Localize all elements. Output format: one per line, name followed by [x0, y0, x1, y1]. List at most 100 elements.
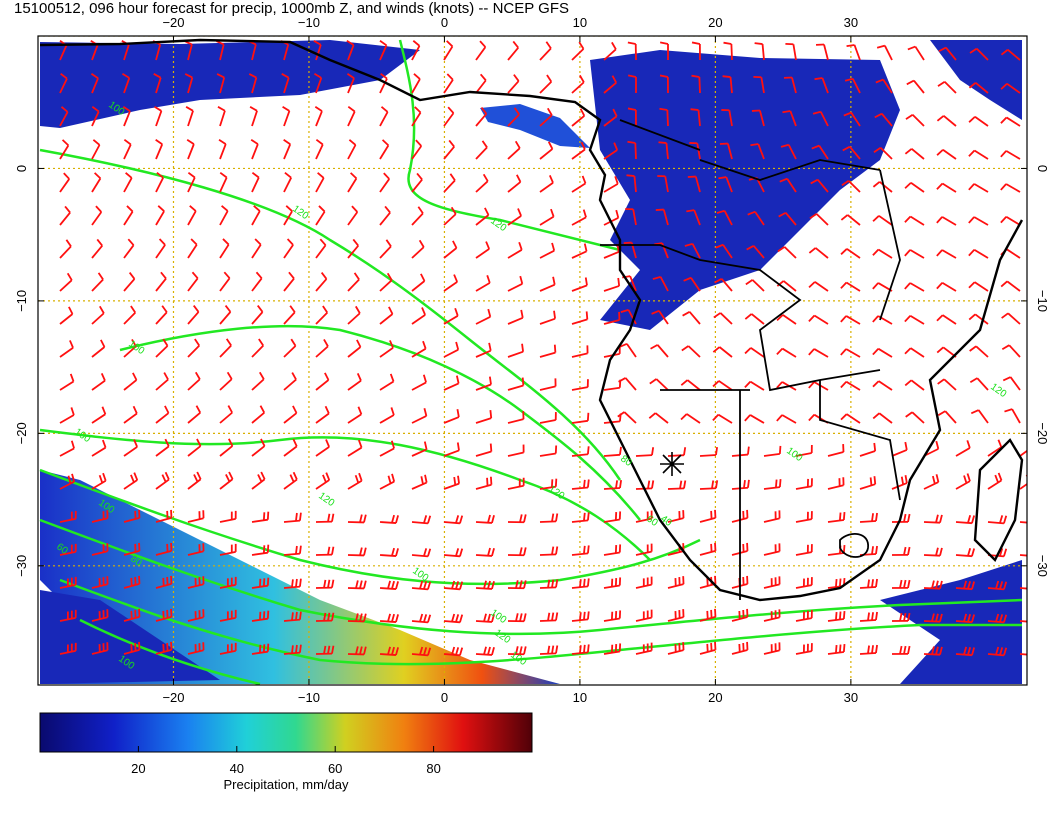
wind-barb [810, 178, 829, 193]
wind-barb [283, 172, 292, 193]
wind-barb [763, 642, 781, 655]
wind-barb [936, 216, 957, 226]
wind-barb [283, 644, 302, 655]
wind-barb [347, 105, 356, 127]
wind-barb [571, 379, 589, 391]
wind-barb [379, 514, 399, 524]
wind-barb [686, 209, 701, 226]
wind-barb [968, 149, 989, 160]
wind-barb [744, 313, 765, 325]
wind-barb [507, 514, 527, 524]
wind-barb [1001, 344, 1021, 358]
wind-barb [123, 205, 134, 226]
lat-tick-label-left: −30 [14, 555, 29, 577]
wind-barb [539, 546, 559, 556]
wind-barb [411, 408, 428, 424]
wind-barb [123, 472, 139, 490]
wind-barb [539, 74, 553, 94]
wind-barb [283, 578, 302, 589]
wind-barb [251, 338, 265, 358]
wind-barb [750, 143, 765, 160]
wind-barb [1000, 183, 1021, 193]
wind-barb [379, 373, 395, 391]
wind-barb [904, 379, 925, 391]
wind-barb [313, 40, 322, 61]
wind-barb [443, 475, 460, 490]
wind-barb [859, 611, 878, 622]
wind-barb [313, 73, 323, 94]
wind-barb [315, 645, 335, 655]
wind-barb [722, 75, 733, 94]
wind-barb [955, 514, 976, 525]
wind-barb [827, 610, 846, 622]
wind-barb [603, 479, 623, 490]
wind-barb [955, 613, 976, 624]
wind-barb [411, 106, 422, 127]
wind-barb [475, 275, 491, 292]
wind-barb [891, 546, 911, 556]
wind-barb [1019, 521, 1027, 524]
wind-barb [411, 206, 424, 226]
wind-barb [123, 372, 138, 391]
wind-barb [443, 106, 455, 127]
wind-barb [723, 41, 733, 61]
wind-barb [808, 314, 829, 325]
wind-barb [187, 438, 202, 457]
wind-barb [923, 580, 943, 590]
wind-barb [59, 473, 76, 490]
wind-barb [968, 82, 989, 94]
wind-barb [571, 479, 590, 490]
wind-barb [777, 246, 797, 259]
wind-barb [859, 644, 878, 655]
precip-area-gulf [480, 104, 590, 148]
contour-label: 120 [492, 627, 512, 646]
wind-barb [571, 141, 586, 160]
wind-barb [872, 380, 893, 391]
wind-barb [652, 275, 669, 292]
wind-barb [539, 612, 559, 622]
wind-barb [283, 305, 296, 325]
wind-barb [379, 205, 391, 226]
wind-barbs [59, 39, 1027, 657]
wind-barb [571, 108, 586, 127]
wind-barb [91, 339, 106, 358]
wind-barb [840, 248, 861, 259]
wind-barb [795, 544, 813, 556]
wind-barb [187, 205, 197, 226]
wind-barb [219, 576, 237, 589]
contour-label: 100 [508, 649, 528, 668]
wind-barb [699, 446, 718, 457]
wind-barb [155, 138, 164, 160]
wind-barb [891, 441, 908, 457]
wind-barb [475, 547, 495, 557]
lon-tick-label-top: 20 [708, 15, 722, 30]
wind-barb [91, 543, 109, 556]
wind-barb [443, 139, 455, 160]
wind-barb [699, 641, 717, 655]
wind-barb [411, 646, 432, 657]
country-borders [600, 119, 901, 600]
wind-barb [923, 613, 943, 623]
wind-barb [659, 41, 669, 61]
wind-barb [763, 479, 782, 490]
wind-barb [827, 444, 845, 457]
wind-barb [603, 577, 622, 589]
wind-barb [347, 305, 361, 325]
wind-barb [187, 338, 201, 358]
wind-barb [625, 208, 637, 226]
wind-barb [59, 73, 68, 94]
wind-barb [507, 444, 525, 457]
wind-barb [443, 40, 454, 61]
wind-barb [154, 105, 163, 127]
wind-barb [873, 147, 893, 160]
wind-barb [475, 580, 495, 590]
wind-barb [808, 348, 829, 358]
wind-barb [987, 515, 1008, 525]
wind-barb [507, 275, 524, 292]
wind-barb [123, 272, 136, 292]
wind-barb [443, 206, 457, 226]
wind-barb [712, 380, 733, 391]
wind-barb [987, 580, 1008, 591]
wind-barb [987, 613, 1008, 624]
lat-tick-label-right: −30 [1035, 555, 1050, 577]
